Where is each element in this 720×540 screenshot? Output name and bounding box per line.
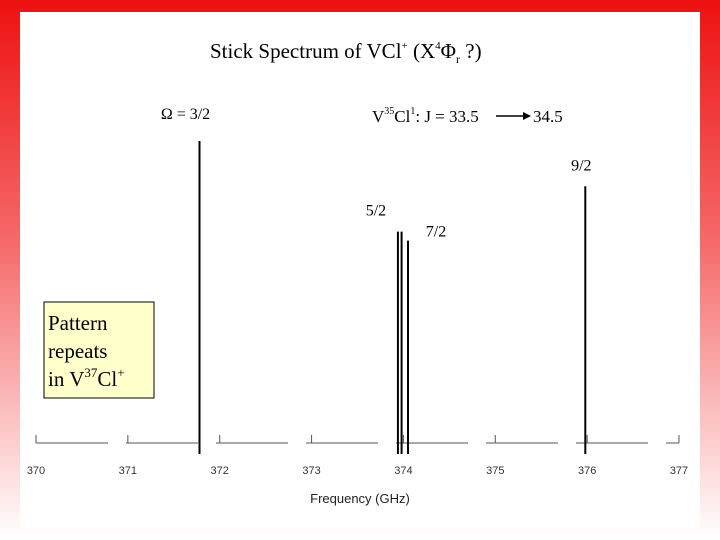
chart-title: Stick Spectrum of VCl+ (X4Φr ?): [210, 39, 482, 66]
x-axis-label: Frequency (GHz): [310, 491, 410, 506]
pattern-note-line3: in V37Cl+: [48, 365, 125, 391]
stick-label-1: 5/2: [366, 203, 386, 220]
pattern-note-box: [43, 301, 155, 399]
x-tick-label: 371: [119, 465, 137, 477]
stick-spectrum-chart: Stick Spectrum of VCl+ (X4Φr ?) V35Cl1: …: [27, 39, 688, 506]
x-tick-label: 372: [211, 465, 229, 477]
pattern-note-line1: Pattern: [48, 311, 108, 335]
transition-annotation: V35Cl1: J = 33.5: [372, 106, 479, 126]
x-tick-label: 375: [486, 465, 504, 477]
pattern-note-line2: repeats: [48, 339, 107, 363]
sticks-group: [198, 141, 587, 454]
stick-label-0: Ω = 3/2: [161, 106, 210, 123]
x-axis: [35, 435, 680, 444]
x-tick-label: 370: [27, 465, 45, 477]
x-tick-labels-group: 370 371 372 373 374 375 376 377: [27, 465, 688, 477]
stick-labels-group: Ω = 3/2 5/2 7/2 9/2: [161, 106, 592, 241]
transition-end-label: 34.5: [533, 107, 563, 126]
x-tick-label: 377: [670, 465, 688, 477]
pattern-note: Pattern repeats in V37Cl+: [43, 301, 155, 399]
x-tick-label: 376: [578, 465, 596, 477]
slide: Stick Spectrum of VCl+ (X4Φr ?) V35Cl1: …: [20, 12, 700, 528]
x-tick-label: 374: [394, 465, 412, 477]
x-tick-label: 373: [302, 465, 320, 477]
stick-label-4: 9/2: [571, 157, 591, 174]
transition-arrow-head: [523, 112, 531, 120]
stick-label-3: 7/2: [426, 224, 446, 241]
